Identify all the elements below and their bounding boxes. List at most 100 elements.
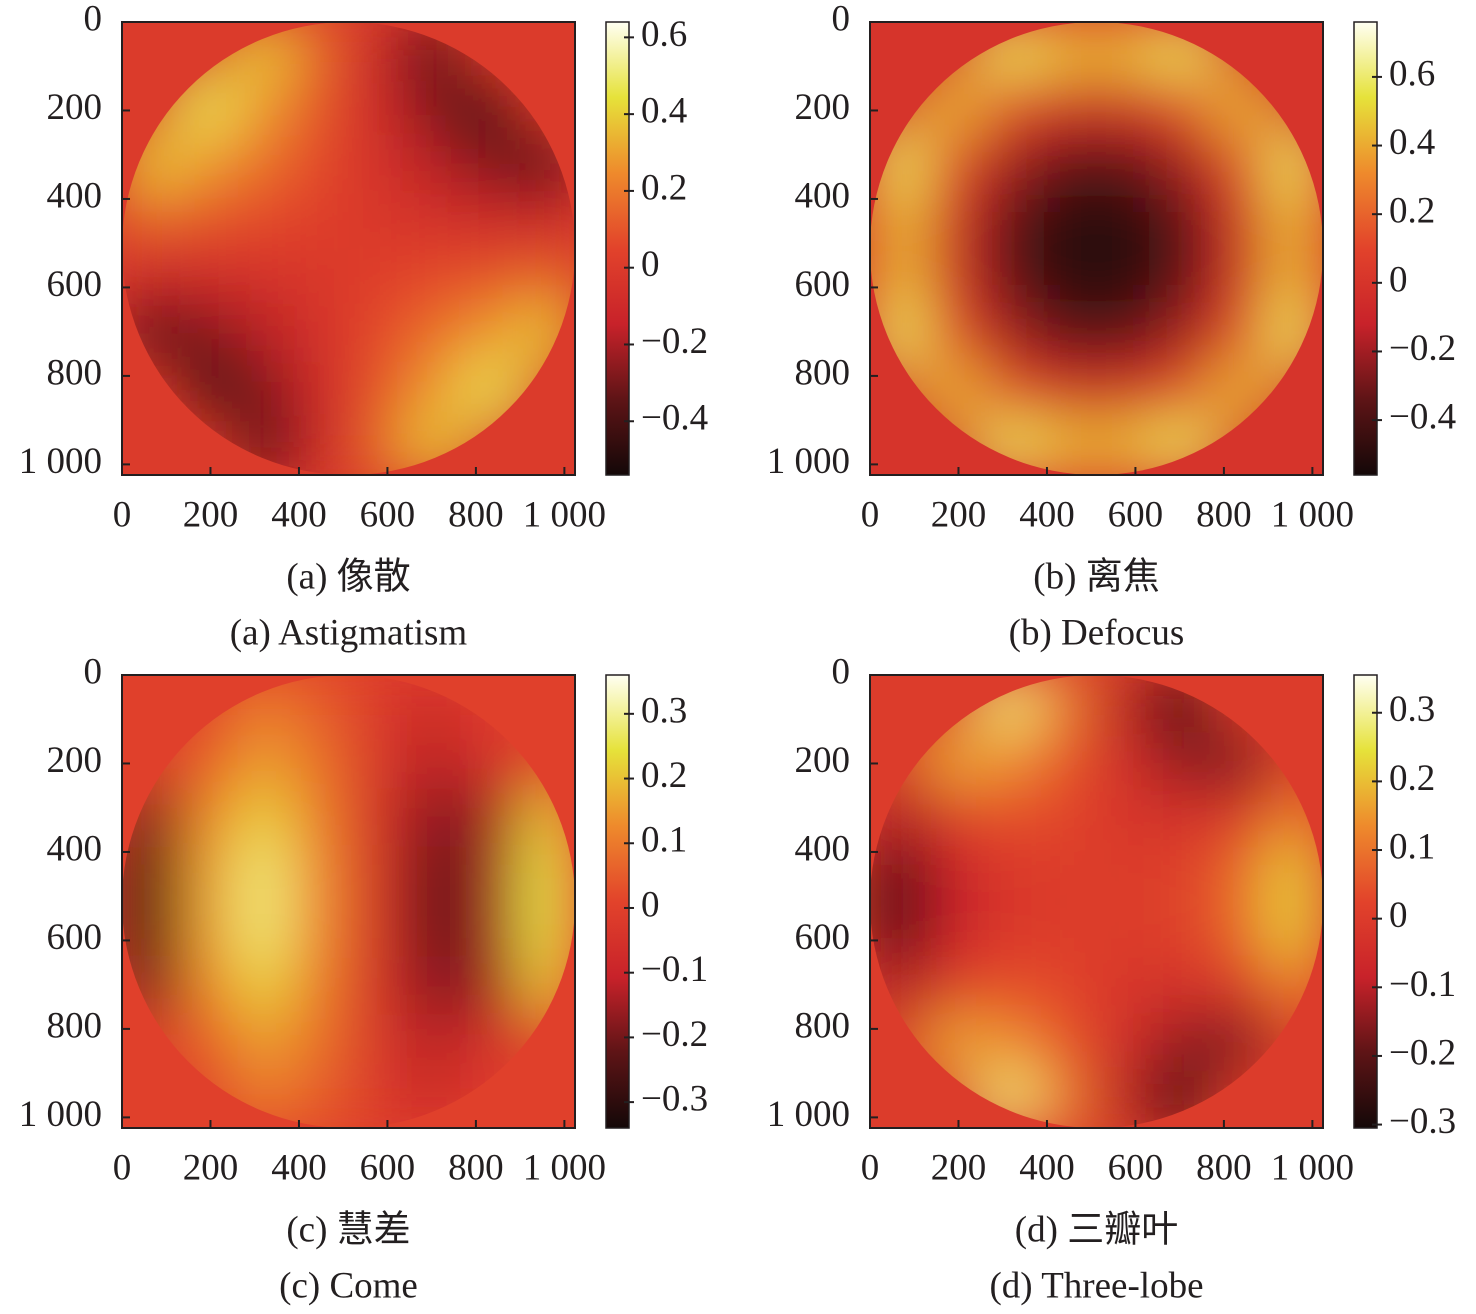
heatmap-cell [1153,135,1211,193]
y-tick-label: 600 [47,264,103,305]
heatmap-cell [291,191,349,249]
heatmap-cell [461,901,519,959]
colorbar-tick-label: −0.4 [641,398,708,439]
heatmap-cell [1153,844,1211,902]
plot-frame [121,674,576,1129]
heatmap-cell [122,844,180,902]
colorbar-tick-label: 0.2 [1389,758,1435,799]
y-tick-label: 800 [47,1005,103,1046]
heatmap-cell [178,788,236,846]
heatmap-cell [461,958,519,1016]
colorbar-tick-label: −0.2 [641,321,708,362]
x-tick-label: 0 [113,494,132,535]
x-tick-label: 200 [931,494,987,535]
y-tick-label: 600 [47,917,103,958]
heatmap-cell [235,958,293,1016]
heatmap-cell [178,844,236,902]
heatmap-cell [291,418,349,475]
y-tick-label: 800 [795,1005,851,1046]
heatmap-cell [926,191,984,249]
heatmap-cell [461,788,519,846]
heatmap-cell [405,731,463,789]
colorbar-tick-label: −0.2 [1389,1032,1456,1073]
x-tick-label: 600 [1108,1147,1164,1188]
y-tick-label: 400 [795,828,851,869]
colorbar-tick-label: −0.3 [641,1079,708,1120]
y-tick-label: 1 000 [19,441,102,482]
heatmap-cell [1096,844,1154,902]
heatmap-cell [1039,788,1097,846]
heatmap-cell [178,135,236,193]
y-tick-label: 200 [795,87,851,128]
heatmap-disk [870,675,1323,1128]
heatmap-cell [983,788,1041,846]
heatmap-cell [1096,248,1154,306]
heatmap-cell [926,901,984,959]
heatmap-cell [348,361,406,419]
colorbar-tick-label: 0.2 [641,167,687,208]
heatmap-cell [983,135,1041,193]
colorbar-tick-label: −0.1 [1389,964,1456,1005]
heatmap-cell [983,191,1041,249]
heatmap-cell [291,788,349,846]
heatmap-cell [518,191,575,249]
heatmap-cell [1153,78,1211,136]
heatmap-cell [926,305,984,363]
heatmap-cell [1096,361,1154,419]
heatmap-cell [405,78,463,136]
heatmap-cell [348,1014,406,1072]
y-tick-label: 400 [47,175,103,216]
caption: (b) 离焦 [1033,555,1159,597]
heatmap-cell [983,844,1041,902]
heatmap-cells [122,675,575,1128]
heatmap-cells [122,22,575,475]
x-tick-label: 800 [448,494,504,535]
x-tick-label: 200 [183,494,239,535]
x-tick-label: 800 [1196,1147,1252,1188]
colorbar-tick-label: 0.2 [641,755,687,796]
heatmap-cell [518,844,575,902]
y-tick-label: 200 [47,740,103,781]
caption: (a) 像散 [286,556,410,597]
x-tick-label: 0 [861,1147,880,1188]
heatmap-cell [1039,361,1097,419]
heatmap-cell [1266,191,1323,249]
heatmap-cell [405,958,463,1016]
colorbar-tick-label: −0.3 [1389,1101,1456,1142]
heatmap-cell [405,248,463,306]
heatmap-cell [926,844,984,902]
heatmap-cell [348,844,406,902]
x-tick-label: 400 [271,1147,327,1188]
heatmap-cell [926,248,984,306]
colorbar-tick-label: 0.3 [641,690,687,731]
x-tick-label: 0 [861,494,880,535]
colorbar-tick-label: 0 [641,244,660,285]
heatmap-cell [1153,788,1211,846]
panel: 0 200 400 600 800 1 000 0 200 400 600 800 1 000 −0.3… [767,651,1456,1306]
heatmap-cell [1096,78,1154,136]
heatmap-cell [1096,1071,1154,1128]
colorbar-tick-label: −0.1 [641,949,708,990]
heatmap-cell [1153,1014,1211,1072]
heatmap-cell [235,305,293,363]
heatmap-cell [405,191,463,249]
colorbar [605,674,630,1129]
heatmap-cell [1209,135,1267,193]
heatmap-cell [405,844,463,902]
colorbar [605,21,630,476]
y-tick-label: 200 [47,87,103,128]
heatmap-cell [405,901,463,959]
heatmap-cell [291,78,349,136]
heatmap-cell [348,675,406,733]
heatmap-cell [461,248,519,306]
heatmap-cell [348,135,406,193]
x-tick-label: 1 000 [523,1147,606,1188]
heatmap-cell [1096,788,1154,846]
x-tick-label: 1 000 [523,494,606,535]
heatmap-cell [291,135,349,193]
heatmap-cell [235,191,293,249]
heatmap-cell [1039,191,1097,249]
heatmap-cell [348,248,406,306]
